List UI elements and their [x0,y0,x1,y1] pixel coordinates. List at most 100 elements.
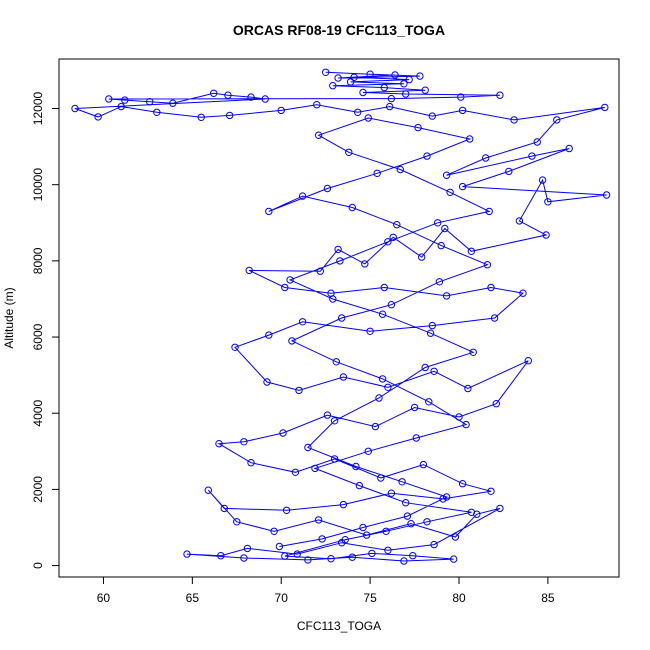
data-point [485,207,493,216]
data-point [247,459,255,467]
data-point [217,552,225,560]
data-point [496,504,504,513]
data-point [330,455,339,463]
data-point [215,440,223,448]
data-point [400,80,408,88]
data-point [380,83,388,92]
series-line [74,71,607,562]
data-point [277,106,285,115]
data-point [327,555,335,563]
data-point [505,167,513,176]
data-point [378,310,387,318]
data-point [153,108,161,117]
data-point [339,500,348,509]
data-point [544,198,552,206]
x-tick-label: 75 [363,591,377,605]
data-point [322,68,330,77]
data-point [377,474,385,482]
data-point [279,429,287,437]
data-point [565,144,573,153]
data-point [402,499,410,507]
data-point [146,98,154,106]
data-point [334,74,342,82]
data-point [231,343,239,351]
data-point [428,112,436,120]
data-point [469,348,477,356]
data-point [492,400,500,408]
data-point [538,176,547,184]
data-point [442,292,451,300]
data-point [263,378,271,386]
data-point [410,403,419,412]
y-tick-label: 6000 [31,323,45,350]
data-point [458,106,467,115]
data-point [396,165,404,174]
data-point [364,447,372,455]
data-point [462,420,470,429]
data-point [553,116,561,124]
x-tick-label: 85 [541,591,555,605]
data-point [362,531,371,539]
data-point [533,138,541,146]
data-point [270,527,278,535]
data-point [169,99,177,107]
data-point [105,95,113,103]
data-point [314,131,323,139]
data-point [458,182,467,191]
data-point [400,557,408,565]
data-point [373,169,381,178]
data-point [94,113,102,121]
data-point [602,191,611,199]
data-point [439,495,447,503]
data-point [288,337,296,345]
data-point [311,464,319,473]
data-point [409,552,417,560]
data-point [387,94,396,103]
data-point [528,152,536,160]
data-point [384,238,392,246]
data-point [265,331,273,339]
data-point [355,481,364,490]
data-point [467,508,476,516]
data-point [425,398,433,406]
data-point [371,422,380,431]
x-tick-label: 80 [452,591,466,605]
data-point [332,358,340,366]
data-point [435,278,444,286]
data-point [430,367,438,375]
data-point [336,257,344,265]
data-point [398,478,406,486]
data-point [359,523,367,532]
data-point [298,318,307,326]
data-point [430,540,438,549]
data-point [247,93,255,101]
data-point [117,102,125,111]
data-point [403,512,412,520]
axes: 60 65 70 75 80 85 0 2000 4000 6000 8000 10000 12000 [31,92,555,605]
data-point [183,550,191,558]
data-point [434,219,442,227]
data-point [240,554,248,562]
data-point [329,295,337,303]
data-point [384,383,392,391]
data-point [282,506,291,514]
data-point [204,486,213,494]
data-point [261,95,269,103]
data-point [423,518,431,526]
data-point [519,289,527,297]
chart-title: ORCAS RF08-19 CFC113_TOGA [233,22,445,38]
data-point [391,71,399,79]
data-point [467,247,476,256]
data-series [71,68,611,565]
y-tick-label: 10000 [31,168,45,202]
y-tick-label: 4000 [31,400,45,427]
x-tick-label: 70 [275,591,289,605]
data-point [291,468,300,476]
data-point [265,207,273,216]
data-point [286,276,294,284]
data-point [405,75,413,84]
data-point [457,93,465,101]
data-point [71,104,79,113]
data-point [316,267,324,275]
data-point [393,221,401,229]
